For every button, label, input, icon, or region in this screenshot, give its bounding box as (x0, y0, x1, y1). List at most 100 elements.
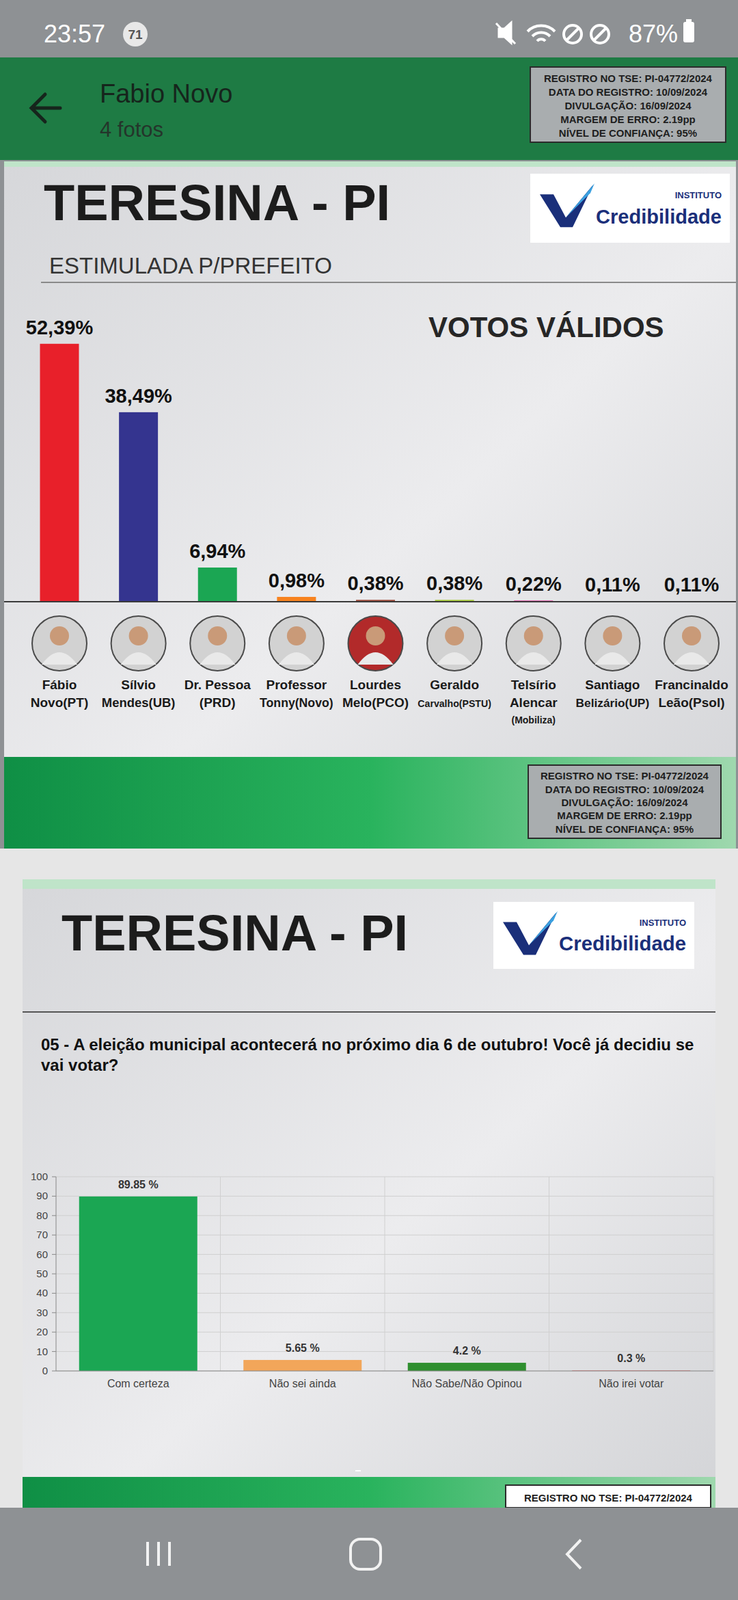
divider (41, 281, 736, 283)
chart-title: TERESINA - PI (43, 174, 391, 231)
photo-face (602, 625, 622, 646)
back-arrow[interactable] (31, 94, 61, 122)
footer-band (4, 756, 736, 849)
photo-body (199, 651, 236, 665)
registration-line: REGISTRO NO TSE: PI-04772/2024 (543, 72, 713, 85)
header-subtitle: 4 fotos (99, 117, 164, 142)
bars (79, 1195, 691, 1371)
chart-title: TERESINA - PI (61, 904, 408, 961)
category-label: LourdesMelo(PCO) (342, 677, 409, 710)
divider (22, 1010, 716, 1013)
gap (715, 878, 738, 1507)
category-label: Não sei ainda (269, 1376, 337, 1389)
category-line: Sílvio (120, 677, 156, 692)
tick-mark (51, 1311, 57, 1312)
back-button[interactable] (567, 1538, 581, 1568)
category-line: Francinaldo (654, 677, 729, 692)
data-label: 0,98% (268, 569, 325, 592)
photo-face (49, 625, 70, 646)
registration-line: DIVULGAÇÃO: 16/09/2024 (564, 99, 692, 112)
category-line: Leão(Psol) (658, 694, 725, 710)
photo-body (278, 651, 315, 665)
registration-box (530, 66, 726, 143)
bar (118, 412, 158, 602)
photo-face (366, 625, 386, 646)
tick-mark (51, 1176, 57, 1177)
app-header (0, 57, 738, 160)
mute-icon (496, 22, 516, 44)
registration-box (505, 1484, 711, 1507)
grid-line (56, 1176, 714, 1177)
gap (0, 848, 738, 879)
data-label: 0,38% (426, 571, 483, 594)
tick-mark (51, 1292, 57, 1293)
photo-face (444, 625, 464, 646)
chart-subtitle: 05 - A eleição municipal acontecerá no p… (41, 1034, 694, 1074)
category-line: Fábio (42, 677, 78, 692)
block-icon (563, 25, 582, 44)
registration-line: NÍVEL DE CONFIANÇA: 95% (558, 127, 697, 139)
category-line: Melo(PCO) (342, 694, 409, 710)
category-label: SantiagoBelizário(UP) (576, 677, 650, 710)
recents-button[interactable] (157, 1540, 160, 1565)
registration-line: DATA DO REGISTRO: 10/09/2024 (545, 783, 705, 795)
recents-button[interactable] (168, 1540, 171, 1565)
data-label: 0,38% (347, 571, 404, 594)
data-label: 0,11% (584, 573, 641, 596)
candidate-photo (664, 615, 719, 671)
category-line: Professor (266, 677, 328, 692)
logo-box (493, 901, 695, 969)
logo-big: Credibilidade (595, 205, 722, 228)
photo-body (594, 651, 631, 665)
status-badge: 71 (127, 27, 143, 42)
category-label: ProfessorTonny(Novo) (259, 677, 334, 710)
tick-mark (51, 1214, 57, 1215)
photo-face (207, 625, 227, 646)
header-title: Fabio Novo (99, 79, 233, 108)
category-label: Não irei votar (598, 1376, 665, 1389)
category-line: Telsírio (511, 677, 557, 692)
data-label: 0,22% (505, 572, 562, 595)
gap (0, 878, 23, 1507)
registration-line: REGISTRO NO TSE: PI-04772/2024 (524, 1491, 693, 1503)
category-label: SílvioMendes(UB) (101, 677, 176, 710)
category-label: Com certeza (107, 1376, 170, 1389)
category-line: (PRD) (199, 694, 236, 710)
image-panel (22, 878, 716, 1507)
tick-label: 0 (42, 1363, 48, 1376)
category-line: Santiago (584, 677, 640, 692)
tick-label: 100 (30, 1169, 48, 1182)
tick-label: 40 (36, 1286, 48, 1298)
scroll-hint (355, 1469, 361, 1471)
photo-body (120, 651, 157, 665)
photo-face (129, 625, 149, 646)
data-label: 89.85 % (118, 1178, 159, 1190)
bar (79, 1195, 198, 1371)
logo-small: INSTITUTO (639, 917, 687, 928)
logo-mark (539, 184, 594, 227)
candidate-photo (111, 615, 167, 671)
registration-line: DIVULGAÇÃO: 16/09/2024 (561, 796, 689, 808)
bar (40, 343, 80, 602)
bar (407, 1361, 527, 1371)
x-axis (56, 1370, 714, 1371)
tick-mark (51, 1350, 57, 1351)
photo-body (358, 651, 394, 665)
tick-mark (51, 1234, 57, 1235)
category-label: Francinaldo Leão(Psol) (654, 677, 729, 710)
chart-subtitle: ESTIMULADA P/PREFEITO (49, 252, 333, 279)
data-label: 52,39% (25, 316, 94, 339)
wifi-icon (527, 25, 555, 41)
recents-button[interactable] (146, 1540, 149, 1565)
top-strip (4, 161, 736, 167)
baseline (4, 600, 736, 603)
block-icon (593, 28, 607, 41)
category-line: Alencar (509, 694, 558, 710)
registration-line: MARGEM DE ERRO: 2.19pp (556, 809, 693, 821)
block-icon (591, 25, 609, 44)
category-line: Dr. Pessoa (184, 677, 252, 692)
candidate-photo (32, 615, 87, 671)
home-button[interactable] (350, 1538, 381, 1569)
tick-label: 80 (36, 1208, 48, 1221)
top-strip (22, 878, 716, 889)
